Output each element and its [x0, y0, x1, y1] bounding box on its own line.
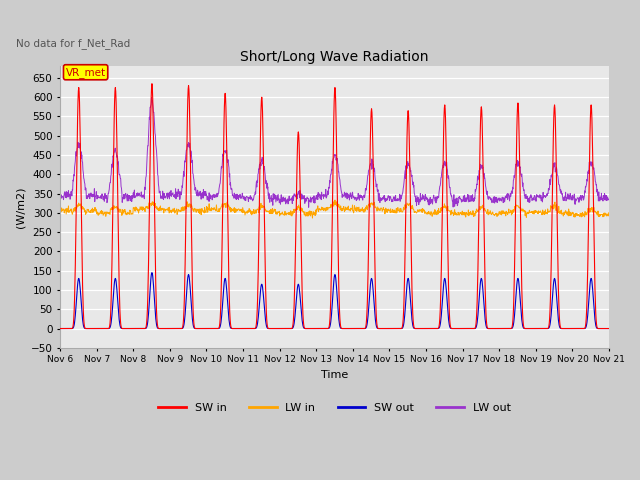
- Text: VR_met: VR_met: [65, 67, 106, 78]
- Text: No data for f_Net_Rad: No data for f_Net_Rad: [16, 38, 131, 49]
- Y-axis label: (W/m2): (W/m2): [15, 186, 25, 228]
- X-axis label: Time: Time: [321, 370, 348, 380]
- Title: Short/Long Wave Radiation: Short/Long Wave Radiation: [240, 50, 429, 64]
- Legend: SW in, LW in, SW out, LW out: SW in, LW in, SW out, LW out: [154, 398, 516, 417]
